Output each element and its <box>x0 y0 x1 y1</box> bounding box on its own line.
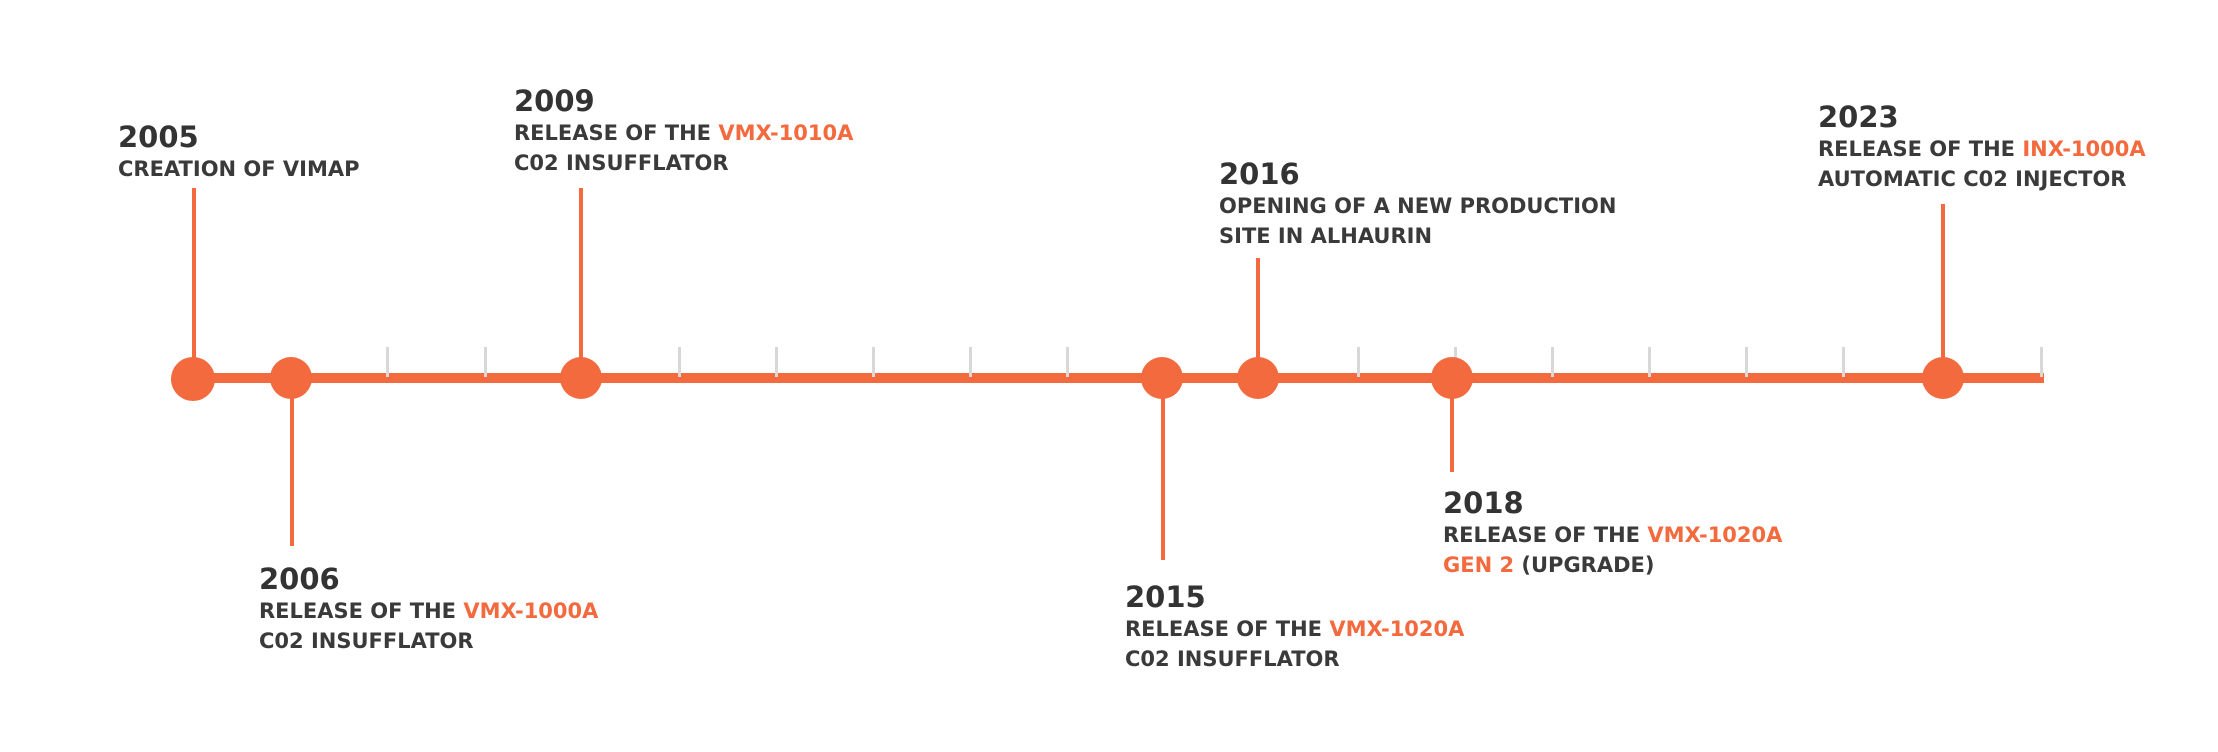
event-year: 2009 <box>514 84 595 118</box>
event-stem-2015 <box>1161 380 1165 560</box>
tick-mark <box>1745 347 1748 377</box>
tick-mark <box>1648 347 1651 377</box>
event-description-line2: C02 INSUFFLATOR <box>514 151 729 175</box>
event-description: CREATION OF VIMAP <box>118 157 360 181</box>
event-marker-2016 <box>1237 357 1279 399</box>
tick-mark <box>1357 347 1360 377</box>
tick-mark <box>1842 347 1845 377</box>
event-label-2018: 2018 RELEASE OF THE VMX-1020A GEN 2 (UPG… <box>1443 486 1782 580</box>
event-marker-2023 <box>1922 357 1964 399</box>
event-year: 2006 <box>259 562 340 596</box>
event-description-line2: AUTOMATIC C02 INJECTOR <box>1818 167 2127 191</box>
event-year: 2023 <box>1818 100 1899 134</box>
event-description-line2: SITE IN ALHAURIN <box>1219 224 1433 248</box>
event-label-2009: 2009 RELEASE OF THE VMX-1010A C02 INSUFF… <box>514 84 853 178</box>
event-description: RELEASE OF THE VMX-1020A <box>1443 523 1783 547</box>
tick-mark <box>775 347 778 377</box>
event-year: 2016 <box>1219 157 1300 191</box>
event-description: RELEASE OF THE VMX-1020A <box>1125 617 1465 641</box>
timeline-axis <box>192 373 2044 383</box>
event-description: RELEASE OF THE INX-1000A <box>1818 137 2146 161</box>
tick-mark <box>484 347 487 377</box>
tick-mark <box>2040 347 2043 377</box>
event-stem-2023 <box>1941 204 1945 378</box>
tick-mark <box>1551 347 1554 377</box>
tick-mark <box>872 347 875 377</box>
event-stem-2005 <box>192 188 196 378</box>
event-marker-2009 <box>560 357 602 399</box>
event-description: RELEASE OF THE VMX-1010A <box>514 121 854 145</box>
tick-mark <box>678 347 681 377</box>
event-label-2015: 2015 RELEASE OF THE VMX-1020A C02 INSUFF… <box>1125 580 1464 674</box>
event-stem-2009 <box>579 188 583 378</box>
event-label-2005: 2005 CREATION OF VIMAP <box>118 120 360 184</box>
event-description-line2: GEN 2 (UPGRADE) <box>1443 553 1655 577</box>
tick-mark <box>386 347 389 377</box>
event-stem-2016 <box>1256 258 1260 378</box>
event-year: 2015 <box>1125 580 1206 614</box>
event-description-line2: C02 INSUFFLATOR <box>259 629 474 653</box>
event-stem-2018 <box>1450 380 1454 472</box>
event-stem-2006 <box>290 380 294 546</box>
event-description: OPENING OF A NEW PRODUCTION <box>1219 194 1617 218</box>
event-year: 2018 <box>1443 486 1524 520</box>
event-description: RELEASE OF THE VMX-1000A <box>259 599 599 623</box>
event-label-2016: 2016 OPENING OF A NEW PRODUCTION SITE IN… <box>1219 157 1616 251</box>
tick-mark <box>1066 347 1069 377</box>
event-description-line2: C02 INSUFFLATOR <box>1125 647 1340 671</box>
event-marker-2005 <box>171 357 215 401</box>
event-label-2006: 2006 RELEASE OF THE VMX-1000A C02 INSUFF… <box>259 562 598 656</box>
event-year: 2005 <box>118 120 199 154</box>
tick-mark <box>969 347 972 377</box>
event-label-2023: 2023 RELEASE OF THE INX-1000A AUTOMATIC … <box>1818 100 2146 194</box>
